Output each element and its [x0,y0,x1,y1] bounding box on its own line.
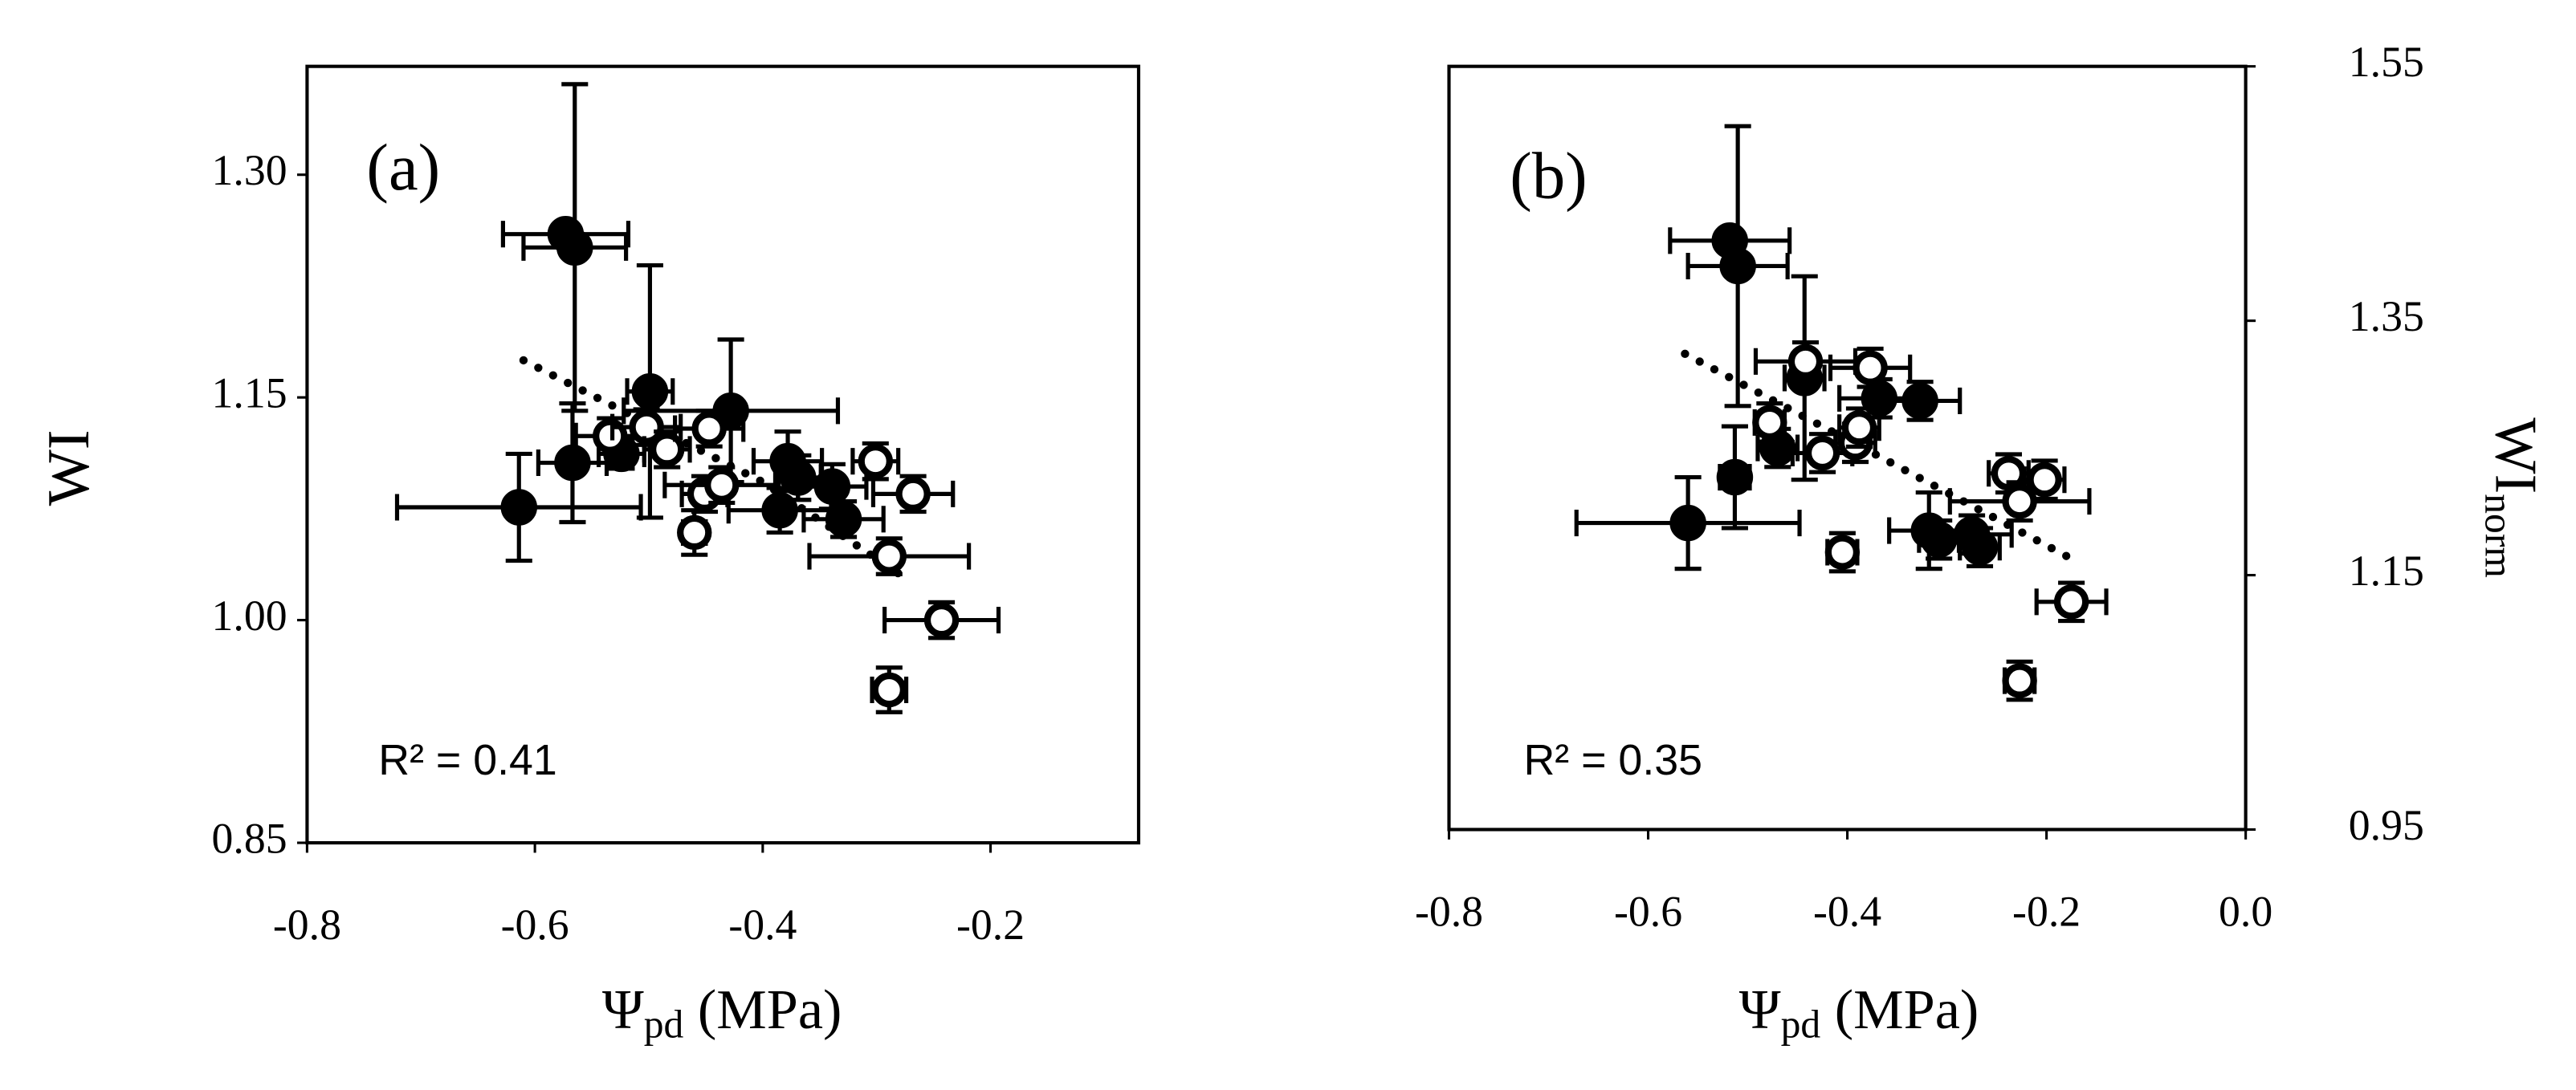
x-tick-label: -0.8 [1415,887,1483,935]
point [1841,410,1877,445]
point [825,501,862,538]
point [1787,344,1824,380]
point [677,514,712,551]
panel-label: (a) [366,130,440,204]
point [1920,521,1958,558]
x-tick-label: -0.2 [2012,887,2081,935]
point [691,411,727,446]
y-axis-label: WInorm [2476,417,2548,578]
x-axis-label: Ψpd (MPa) [602,978,842,1047]
point [895,476,931,512]
point [1716,458,1754,496]
point [556,229,593,266]
x-label-symbol: Ψ [602,978,644,1041]
point [629,409,664,445]
y-label-main: WI [2482,417,2548,494]
panel-label: (b) [1510,138,1587,212]
point [1961,528,1999,566]
point [871,672,907,708]
point [923,602,960,638]
point [1901,382,1938,420]
x-axis-label: Ψpd (MPa) [1739,978,1979,1047]
x-label-unit: (MPa) [1820,978,1979,1041]
x-tick-label: -0.8 [273,901,341,949]
y-tick-label: 1.15 [212,368,287,417]
point [649,432,685,467]
point [631,373,669,410]
x-tick-label: -0.4 [1813,887,1881,935]
x-label-unit: (MPa) [683,978,842,1041]
r-squared: R² = 0.35 [1524,736,1703,784]
x-tick-label: -0.6 [1614,887,1682,935]
y-label-main: WI [36,429,102,506]
point [871,539,907,574]
x-tick-label: -0.6 [501,901,569,949]
x-tick-label: -0.4 [728,901,797,949]
point [2002,663,2037,698]
y-label-sub: norm [2476,494,2521,578]
y-tick-label: 1.35 [2349,292,2424,340]
point [1669,504,1706,542]
point [813,468,851,505]
y-tick-label: 1.55 [2349,38,2424,86]
x-label-sub: pd [644,1003,684,1047]
point [500,489,538,526]
y-axis-label: WI [36,429,102,506]
y-tick-label: 0.85 [212,814,287,862]
point [1804,435,1840,471]
x-tick-label: -0.2 [956,901,1025,949]
x-tick-label: 0.0 [2219,887,2272,935]
trend-line [519,356,904,579]
r-squared: R² = 0.41 [378,736,557,784]
point [1853,350,1888,385]
point [554,444,591,482]
point [2002,483,2037,519]
point [2027,462,2062,498]
point [1752,405,1787,441]
y-tick-label: 0.95 [2349,801,2424,849]
x-label-sub: pd [1781,1003,1821,1047]
plot-frame [305,64,1141,845]
y-tick-label: 1.00 [212,592,287,640]
point [704,467,740,502]
point [2053,584,2089,620]
point [1824,535,1861,570]
y-tick-label: 1.30 [212,146,287,194]
point [858,443,893,479]
point [1719,247,1756,285]
y-tick-label: 1.15 [2349,547,2424,595]
x-label-symbol: Ψ [1739,978,1781,1041]
